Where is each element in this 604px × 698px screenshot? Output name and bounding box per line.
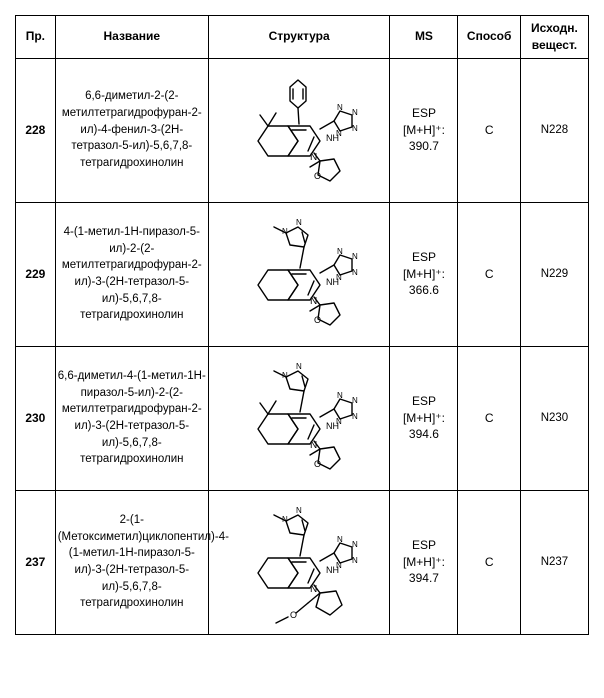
svg-text:N: N	[352, 268, 358, 277]
cell-ms: ESP [M+H]⁺: 390.7	[390, 58, 458, 202]
svg-text:N: N	[337, 103, 343, 112]
cell-pr: 229	[16, 202, 56, 346]
svg-text:NH: NH	[326, 277, 339, 287]
cell-method: C	[458, 490, 520, 634]
svg-text:NH: NH	[326, 133, 339, 143]
ms-line1: ESP	[412, 250, 436, 264]
svg-text:NH: NH	[326, 565, 339, 575]
header-source: Исходн. вещест.	[520, 16, 588, 59]
cell-pr: 230	[16, 346, 56, 490]
cell-pr: 237	[16, 490, 56, 634]
cell-name: 6,6-диметил-2-(2-метилтетрагидрофуран-2-…	[55, 58, 208, 202]
svg-text:O: O	[314, 171, 321, 181]
svg-text:N: N	[337, 247, 343, 256]
ms-line3: 394.7	[409, 571, 439, 585]
cell-structure: NNNNNNHO	[208, 58, 390, 202]
svg-text:N: N	[296, 218, 302, 227]
ms-line3: 390.7	[409, 139, 439, 153]
header-name: Название	[55, 16, 208, 59]
svg-text:O: O	[290, 610, 297, 620]
ms-line2: [M+H]⁺:	[403, 267, 445, 281]
cell-source: N229	[520, 202, 588, 346]
ms-line3: 366.6	[409, 283, 439, 297]
cell-name: 2-(1-(Метоксиметил)циклопентил)-4-(1-мет…	[55, 490, 208, 634]
svg-text:NH: NH	[326, 421, 339, 431]
ms-line1: ESP	[412, 394, 436, 408]
cell-method: C	[458, 58, 520, 202]
header-pr: Пр.	[16, 16, 56, 59]
svg-text:N: N	[337, 535, 343, 544]
ms-line1: ESP	[412, 106, 436, 120]
table-row: 2306,6-диметил-4-(1-метил-1H-пиразол-5-и…	[16, 346, 589, 490]
cell-source: N237	[520, 490, 588, 634]
svg-text:N: N	[352, 540, 358, 549]
svg-text:O: O	[314, 315, 321, 325]
cell-ms: ESP [M+H]⁺: 394.7	[390, 490, 458, 634]
cell-structure: NNNNNNNNHO	[208, 490, 390, 634]
ms-line3: 394.6	[409, 427, 439, 441]
svg-text:N: N	[352, 412, 358, 421]
header-struct: Структура	[208, 16, 390, 59]
cell-source: N228	[520, 58, 588, 202]
svg-text:N: N	[352, 396, 358, 405]
cell-source: N230	[520, 346, 588, 490]
header-ms: MS	[390, 16, 458, 59]
ms-line2: [M+H]⁺:	[403, 411, 445, 425]
svg-text:N: N	[296, 362, 302, 371]
cell-structure: NNNNNNNNHO	[208, 346, 390, 490]
table-row: 2286,6-диметил-2-(2-метилтетрагидрофуран…	[16, 58, 589, 202]
ms-line2: [M+H]⁺:	[403, 555, 445, 569]
svg-text:O: O	[314, 459, 321, 469]
table-row: 2294-(1-метил-1H-пиразол-5-ил)-2-(2-мети…	[16, 202, 589, 346]
compound-table: Пр. Название Структура MS Способ Исходн.…	[15, 15, 589, 635]
ms-line2: [M+H]⁺:	[403, 123, 445, 137]
cell-name: 4-(1-метил-1H-пиразол-5-ил)-2-(2-метилте…	[55, 202, 208, 346]
cell-ms: ESP [M+H]⁺: 366.6	[390, 202, 458, 346]
svg-text:N: N	[337, 391, 343, 400]
header-method: Способ	[458, 16, 520, 59]
table-row: 2372-(1-(Метоксиметил)циклопентил)-4-(1-…	[16, 490, 589, 634]
cell-ms: ESP [M+H]⁺: 394.6	[390, 346, 458, 490]
cell-structure: NNNNNNNNHO	[208, 202, 390, 346]
ms-line1: ESP	[412, 538, 436, 552]
cell-method: C	[458, 202, 520, 346]
svg-text:N: N	[352, 556, 358, 565]
svg-text:N: N	[352, 124, 358, 133]
cell-method: C	[458, 346, 520, 490]
svg-text:N: N	[352, 108, 358, 117]
svg-text:N: N	[352, 252, 358, 261]
svg-text:N: N	[296, 506, 302, 515]
table-header-row: Пр. Название Структура MS Способ Исходн.…	[16, 16, 589, 59]
cell-pr: 228	[16, 58, 56, 202]
cell-name: 6,6-диметил-4-(1-метил-1H-пиразол-5-ил)-…	[55, 346, 208, 490]
